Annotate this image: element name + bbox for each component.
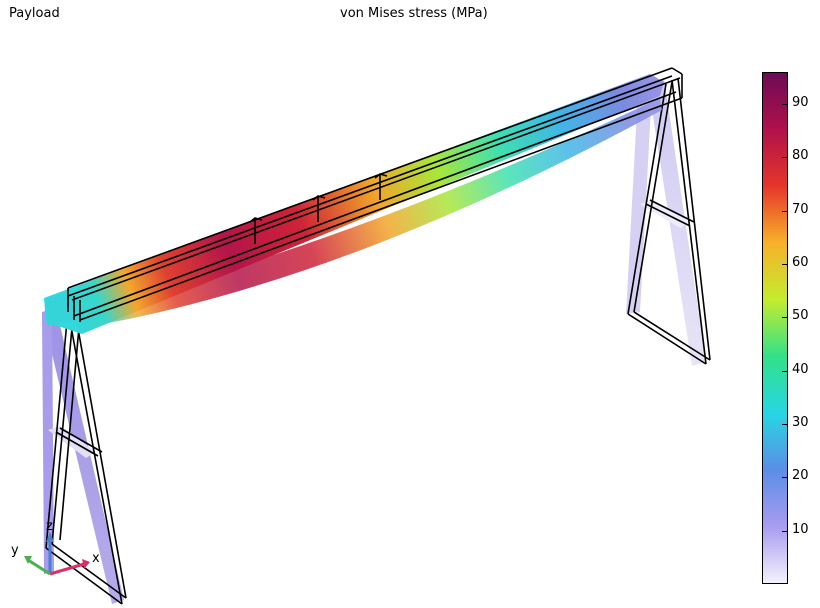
colorbar-tick-label: 80 bbox=[792, 148, 809, 164]
axis-triad: z x y bbox=[11, 519, 100, 576]
colorbar-tick-label: 30 bbox=[792, 415, 809, 430]
colorbar-tick-mark bbox=[782, 477, 787, 479]
colorbar bbox=[762, 72, 788, 584]
payload-label: Payload bbox=[9, 6, 60, 21]
colorbar-tick-label: 10 bbox=[792, 521, 809, 537]
colorbar-tick-label: 50 bbox=[792, 308, 809, 324]
right-leg bbox=[626, 77, 711, 366]
colorbar-tick-mark bbox=[782, 157, 787, 159]
colorbar-tick-label: 70 bbox=[792, 201, 809, 217]
colorbar-tick-label: 60 bbox=[792, 255, 809, 270]
beam-wireframe bbox=[67, 67, 683, 322]
colorbar-tick-mark bbox=[782, 530, 787, 532]
axis-y-label: y bbox=[11, 543, 19, 558]
colorbar-tick-mark bbox=[782, 424, 787, 425]
colorbar-tick-label: 90 bbox=[792, 95, 809, 110]
colorbar-tick-mark bbox=[782, 264, 787, 265]
colorbar-tick-mark bbox=[782, 370, 787, 372]
plot-title: von Mises stress (MPa) bbox=[340, 6, 488, 21]
colorbar-tick-mark bbox=[782, 104, 787, 105]
colorbar-ticks: 90 80 70 60 50 40 30 20 10 bbox=[782, 72, 820, 584]
axis-x-label: x bbox=[92, 551, 100, 566]
colorbar-tick-mark bbox=[782, 210, 787, 212]
colorbar-tick-label: 40 bbox=[792, 361, 809, 377]
colorbar-tick-mark bbox=[782, 317, 787, 319]
axis-z-label: z bbox=[46, 519, 53, 534]
colorbar-tick-label: 20 bbox=[792, 468, 809, 484]
left-leg bbox=[42, 300, 127, 605]
